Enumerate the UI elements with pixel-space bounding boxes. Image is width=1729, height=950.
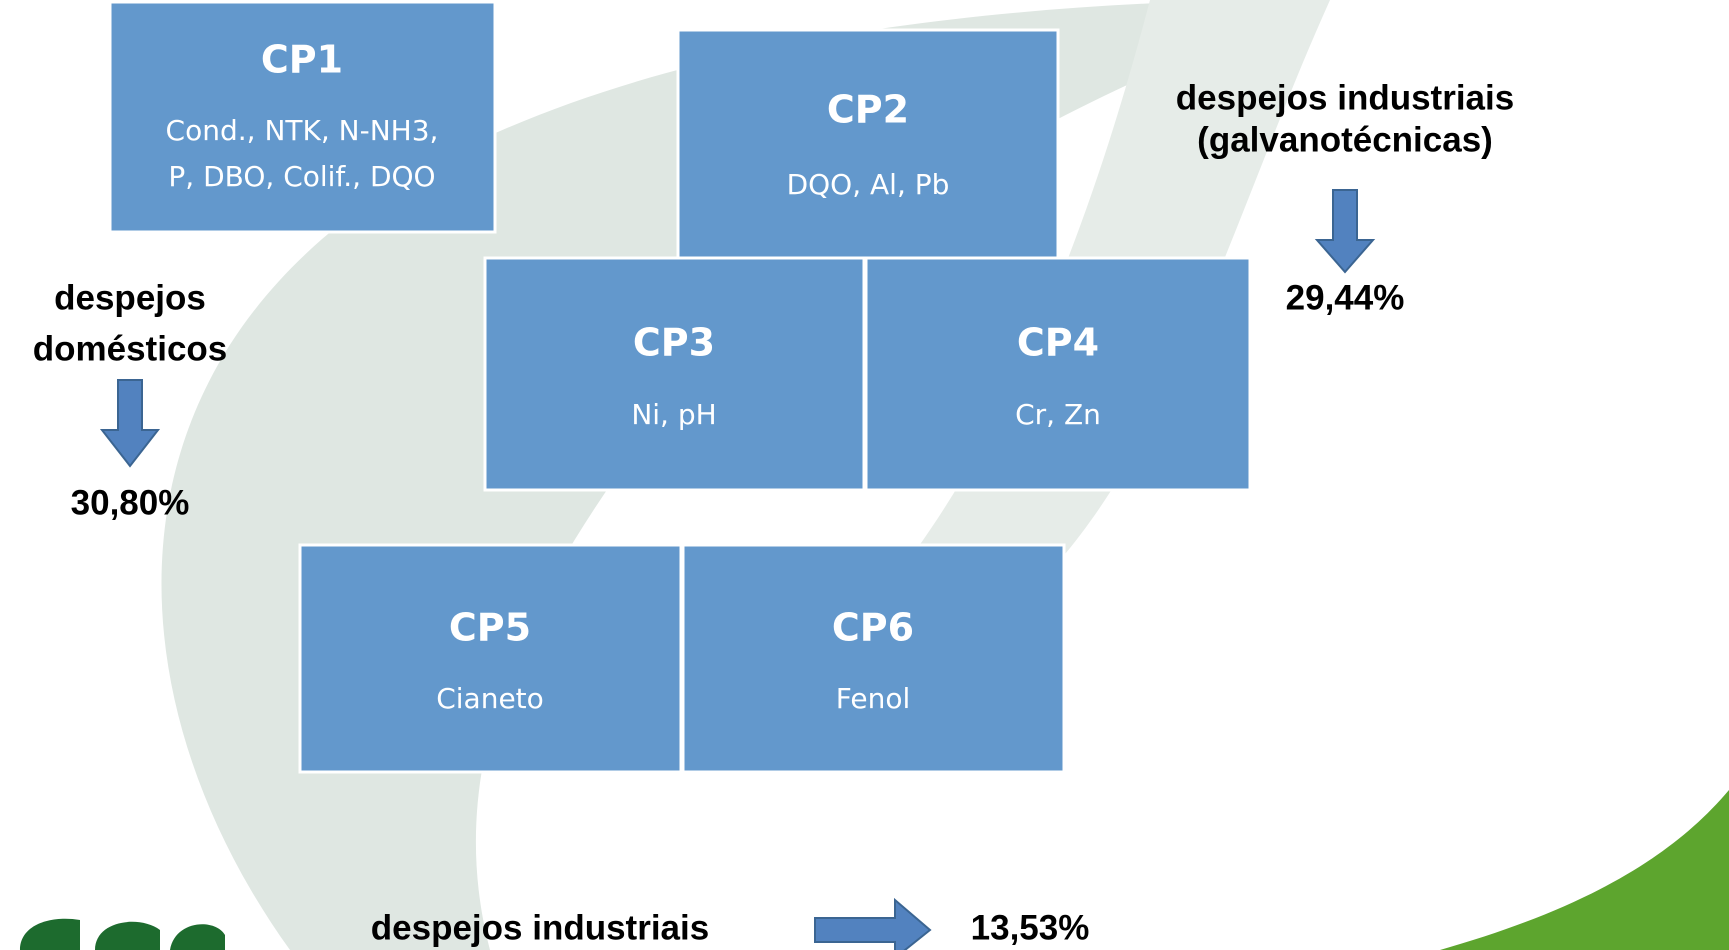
annotation-label: despejos (54, 278, 206, 317)
box (866, 258, 1250, 490)
box-title: CP5 (449, 606, 531, 650)
box-title: CP2 (827, 88, 909, 132)
box (300, 545, 681, 772)
annotation-percentage: 13,53% (971, 908, 1090, 947)
box-title: CP6 (832, 606, 914, 650)
right-arrow (815, 900, 930, 950)
box-params: P, DBO, Colif., DQO (168, 160, 435, 193)
box-params: Ni, pH (631, 398, 716, 431)
annotation-label: (galvanotécnicas) (1197, 120, 1493, 159)
down-arrow (102, 380, 158, 466)
annotation-percentage: 29,44% (1286, 278, 1405, 317)
annotation-percentage: 30,80% (71, 483, 190, 522)
box-params: Cianeto (436, 682, 544, 715)
annotation-label: despejos industriais (1176, 78, 1514, 117)
box-title: CP3 (633, 321, 715, 365)
box-cp2: CP2 DQO, Al, Pb (678, 30, 1058, 258)
box-params: DQO, Al, Pb (787, 168, 950, 201)
box-cp5: CP5 Cianeto (300, 545, 681, 772)
annotation-label: despejos industriais (371, 908, 709, 947)
box-cp3: CP3 Ni, pH (485, 258, 864, 490)
box (678, 30, 1058, 258)
slide: CP1 Cond., NTK, N-NH3, P, DBO, Colif., D… (0, 0, 1729, 950)
box-cp6: CP6 Fenol (683, 545, 1064, 772)
box (485, 258, 864, 490)
green-swoosh (1440, 790, 1729, 950)
box (683, 545, 1064, 772)
box-params: Fenol (836, 682, 910, 715)
down-arrow (1317, 190, 1373, 272)
box-cp1: CP1 Cond., NTK, N-NH3, P, DBO, Colif., D… (110, 2, 495, 232)
box-params: Cond., NTK, N-NH3, (166, 114, 439, 147)
annotation-label: domésticos (33, 329, 228, 368)
box-title: CP1 (261, 38, 343, 82)
box-cp4: CP4 Cr, Zn (866, 258, 1250, 490)
box-title: CP4 (1017, 321, 1099, 365)
logo (20, 919, 225, 950)
box-params: Cr, Zn (1015, 398, 1101, 431)
